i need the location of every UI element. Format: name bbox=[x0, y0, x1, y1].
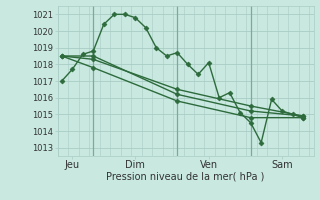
X-axis label: Pression niveau de la mer( hPa ): Pression niveau de la mer( hPa ) bbox=[107, 172, 265, 182]
